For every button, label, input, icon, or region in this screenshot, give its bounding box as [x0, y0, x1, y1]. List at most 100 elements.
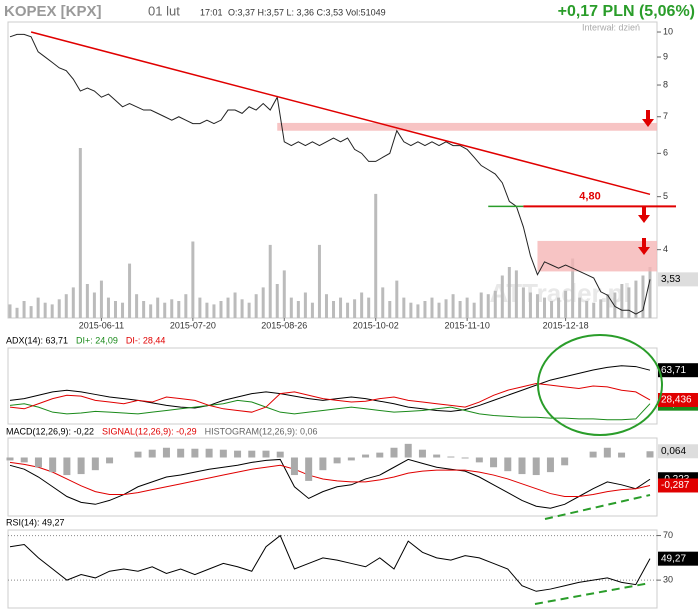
- histogram-bar: [618, 452, 626, 458]
- legend-entry: MACD(12,26,9): -0,22: [6, 426, 94, 436]
- volume-bar: [78, 148, 82, 318]
- adx-panel: [7, 347, 658, 425]
- value-box: [658, 392, 698, 407]
- volume-bar: [261, 287, 265, 318]
- indicator-line: [9, 461, 651, 497]
- volume-bar: [268, 244, 272, 318]
- histogram-bar: [134, 451, 142, 458]
- value-label: 28,436: [661, 395, 692, 406]
- histogram-bar: [546, 457, 554, 473]
- histogram-bar: [177, 448, 185, 458]
- histogram-bar: [205, 448, 213, 458]
- histogram-bar: [603, 447, 611, 458]
- ohlc: O:3,37 H:3,57 L: 3,36 C:3,53 Vol:51049: [228, 7, 386, 17]
- zone: [277, 122, 657, 131]
- indicator-line: [9, 365, 651, 412]
- macd-panel: [7, 437, 658, 517]
- volume-bar: [50, 304, 54, 318]
- volume-bar: [135, 294, 139, 318]
- histogram-bar: [148, 449, 156, 458]
- value-box: [658, 478, 698, 493]
- x-tick-label: 2015-12-18: [543, 320, 589, 330]
- volume-bar: [191, 241, 195, 318]
- histogram-bar: [91, 457, 99, 471]
- value-label: 49,27: [661, 553, 686, 564]
- volume-bar: [226, 297, 230, 318]
- arrow: [642, 110, 654, 127]
- volume-bar: [634, 280, 638, 318]
- histogram-bar: [305, 457, 313, 481]
- histogram-bar: [290, 457, 298, 476]
- volume-bar: [648, 267, 652, 318]
- volume-bar: [571, 258, 575, 318]
- volume-bar: [113, 301, 117, 318]
- x-tick-label: 2015-10-02: [353, 320, 399, 330]
- volume-bar: [620, 284, 624, 318]
- volume-bar: [564, 290, 568, 318]
- volume-bar: [219, 301, 223, 318]
- y-tick-label: 6: [663, 148, 668, 158]
- value-label: 0,064: [661, 446, 686, 457]
- y-tick-label: 30: [663, 575, 673, 585]
- volume-bar: [240, 299, 244, 318]
- y-tick-label: 5: [663, 191, 668, 201]
- x-tick-label: 2015-07-20: [170, 320, 216, 330]
- volume-bar: [184, 294, 188, 318]
- histogram-bar: [262, 450, 270, 458]
- x-tick-label: 2015-06-11: [79, 320, 124, 330]
- time: 17:01: [200, 7, 223, 17]
- histogram-bar: [77, 457, 85, 475]
- volume-bar: [430, 297, 434, 318]
- volume-bar: [303, 292, 307, 318]
- volume-bar: [339, 297, 343, 318]
- value-box: [658, 272, 698, 287]
- volume-bar: [43, 302, 47, 318]
- volume-bar: [592, 302, 596, 318]
- volume-bar: [142, 301, 146, 318]
- volume-bar: [374, 193, 378, 318]
- change: +0,17 PLN (5,06%): [558, 3, 695, 20]
- histogram-bar: [319, 457, 327, 471]
- value-label: 63,71: [661, 365, 686, 376]
- zone: [537, 240, 657, 272]
- ticker: KOPEX [KPX]: [4, 3, 102, 20]
- legend-entry: HISTOGRAM(12,26,9): 0,06: [205, 426, 318, 436]
- volume-bar: [381, 287, 385, 318]
- volume-bar: [585, 301, 589, 318]
- histogram-bar: [248, 450, 256, 458]
- volume-bar: [507, 267, 511, 318]
- y-tick-label: 7: [663, 111, 668, 121]
- volume-bar: [395, 280, 399, 318]
- volume-bar: [346, 302, 350, 318]
- value-box: [658, 363, 698, 378]
- volume-bar: [198, 297, 202, 318]
- volume-bar: [458, 301, 462, 318]
- histogram-bar: [34, 457, 42, 468]
- volume-bar: [472, 302, 476, 318]
- histogram-bar: [490, 457, 498, 468]
- volume-bar: [57, 299, 61, 318]
- volume-bar: [296, 301, 300, 318]
- divergence-line: [544, 494, 651, 520]
- volume-bar: [557, 297, 561, 318]
- histogram-bar: [404, 443, 412, 458]
- volume-bar: [212, 304, 216, 318]
- histogram-bar: [162, 447, 170, 458]
- x-tick-label: 2015-11-10: [444, 320, 489, 330]
- volume-bar: [64, 294, 68, 318]
- highlight-ellipse: [537, 334, 663, 436]
- histogram-bar: [106, 457, 114, 464]
- histogram-bar: [20, 457, 28, 463]
- histogram-bar: [333, 457, 341, 464]
- price-line: [9, 33, 651, 315]
- volume-bar: [247, 302, 251, 318]
- indicator-line: [9, 382, 651, 413]
- legend-entry: ADX(14): 63,71: [6, 335, 68, 345]
- value-box: [658, 551, 698, 566]
- histogram-bar: [347, 457, 355, 461]
- volume-bar: [360, 292, 364, 318]
- volume-bar: [121, 302, 125, 318]
- volume-bar: [92, 292, 96, 318]
